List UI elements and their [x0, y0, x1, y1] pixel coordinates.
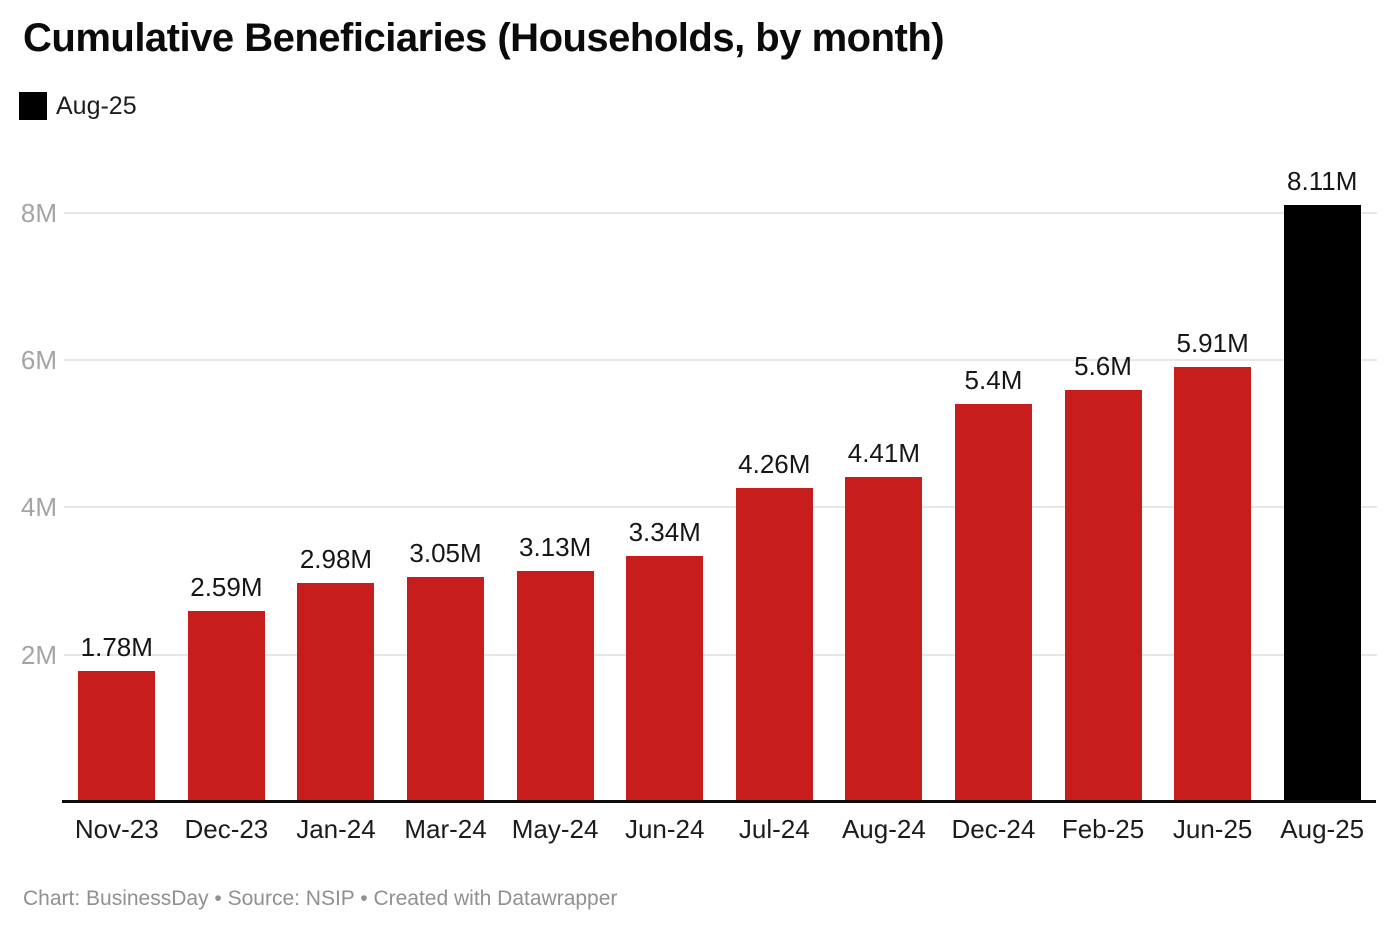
- value-label-may-24: 3.13M: [518, 532, 592, 563]
- gridline-6m: [64, 359, 1377, 362]
- gridline-2m: [64, 653, 1377, 656]
- x-axis-tick-aug-24: Aug-24: [841, 814, 926, 844]
- bar-jun-24[interactable]: [626, 556, 704, 802]
- value-label-mar-24: 3.05M: [409, 538, 482, 569]
- chart-title: Cumulative Beneficiaries (Households, by…: [23, 16, 945, 60]
- x-axis-tick-dec-23: Dec-23: [184, 814, 269, 844]
- value-label-dec-23: 2.59M: [190, 572, 263, 603]
- x-axis-baseline: [62, 800, 1376, 803]
- bar-aug-25[interactable]: [1283, 204, 1361, 802]
- x-axis-tick-dec-24: Dec-24: [951, 814, 1036, 844]
- value-label-dec-24: 5.4M: [964, 365, 1023, 396]
- legend: Aug-25: [19, 92, 137, 120]
- bar-jun-25[interactable]: [1174, 366, 1252, 802]
- bar-feb-25[interactable]: [1064, 389, 1142, 802]
- bar-jan-24[interactable]: [297, 582, 375, 802]
- value-label-aug-24: 4.41M: [847, 438, 920, 469]
- gridline-4m: [64, 506, 1377, 509]
- bar-dec-24[interactable]: [954, 404, 1032, 802]
- bar-mar-24[interactable]: [407, 577, 485, 802]
- value-label-feb-25: 5.6M: [1074, 350, 1132, 381]
- y-axis-tick-4m: 4M: [20, 492, 57, 523]
- value-label-jun-25: 5.91M: [1176, 327, 1249, 358]
- x-axis-tick-jan-24: Jan-24: [296, 814, 376, 844]
- bar-may-24[interactable]: [516, 571, 594, 802]
- legend-swatch-aug-25: [19, 92, 47, 120]
- x-axis-tick-aug-25: Aug-25: [1280, 814, 1365, 844]
- x-axis-tick-may-24: May-24: [511, 814, 599, 844]
- bar-nov-23[interactable]: [78, 670, 156, 802]
- value-label-nov-23: 1.78M: [80, 631, 153, 662]
- value-label-jul-24: 4.26M: [738, 449, 811, 480]
- value-label-jan-24: 2.98M: [299, 543, 373, 574]
- y-axis-tick-2m: 2M: [20, 639, 57, 670]
- x-axis-tick-jul-24: Jul-24: [738, 814, 810, 844]
- x-axis-tick-jun-24: Jun-24: [624, 814, 705, 844]
- y-axis-tick-8m: 8M: [20, 197, 57, 228]
- value-label-aug-25: 8.11M: [1287, 165, 1358, 196]
- bar-aug-24[interactable]: [845, 477, 923, 802]
- x-axis-tick-feb-25: Feb-25: [1061, 814, 1145, 844]
- y-axis-tick-6m: 6M: [20, 345, 57, 376]
- bar-jul-24[interactable]: [735, 488, 813, 802]
- bar-dec-23[interactable]: [187, 611, 265, 802]
- x-axis-tick-nov-23: Nov-23: [74, 814, 159, 844]
- chart-attribution: Chart: BusinessDay • Source: NSIP • Crea…: [23, 887, 618, 910]
- x-axis-tick-mar-24: Mar-24: [404, 814, 487, 844]
- x-axis-tick-jun-25: Jun-25: [1172, 814, 1253, 844]
- value-label-jun-24: 3.34M: [628, 517, 701, 547]
- legend-label: Aug-25: [56, 92, 137, 120]
- gridline-8m: [64, 211, 1377, 214]
